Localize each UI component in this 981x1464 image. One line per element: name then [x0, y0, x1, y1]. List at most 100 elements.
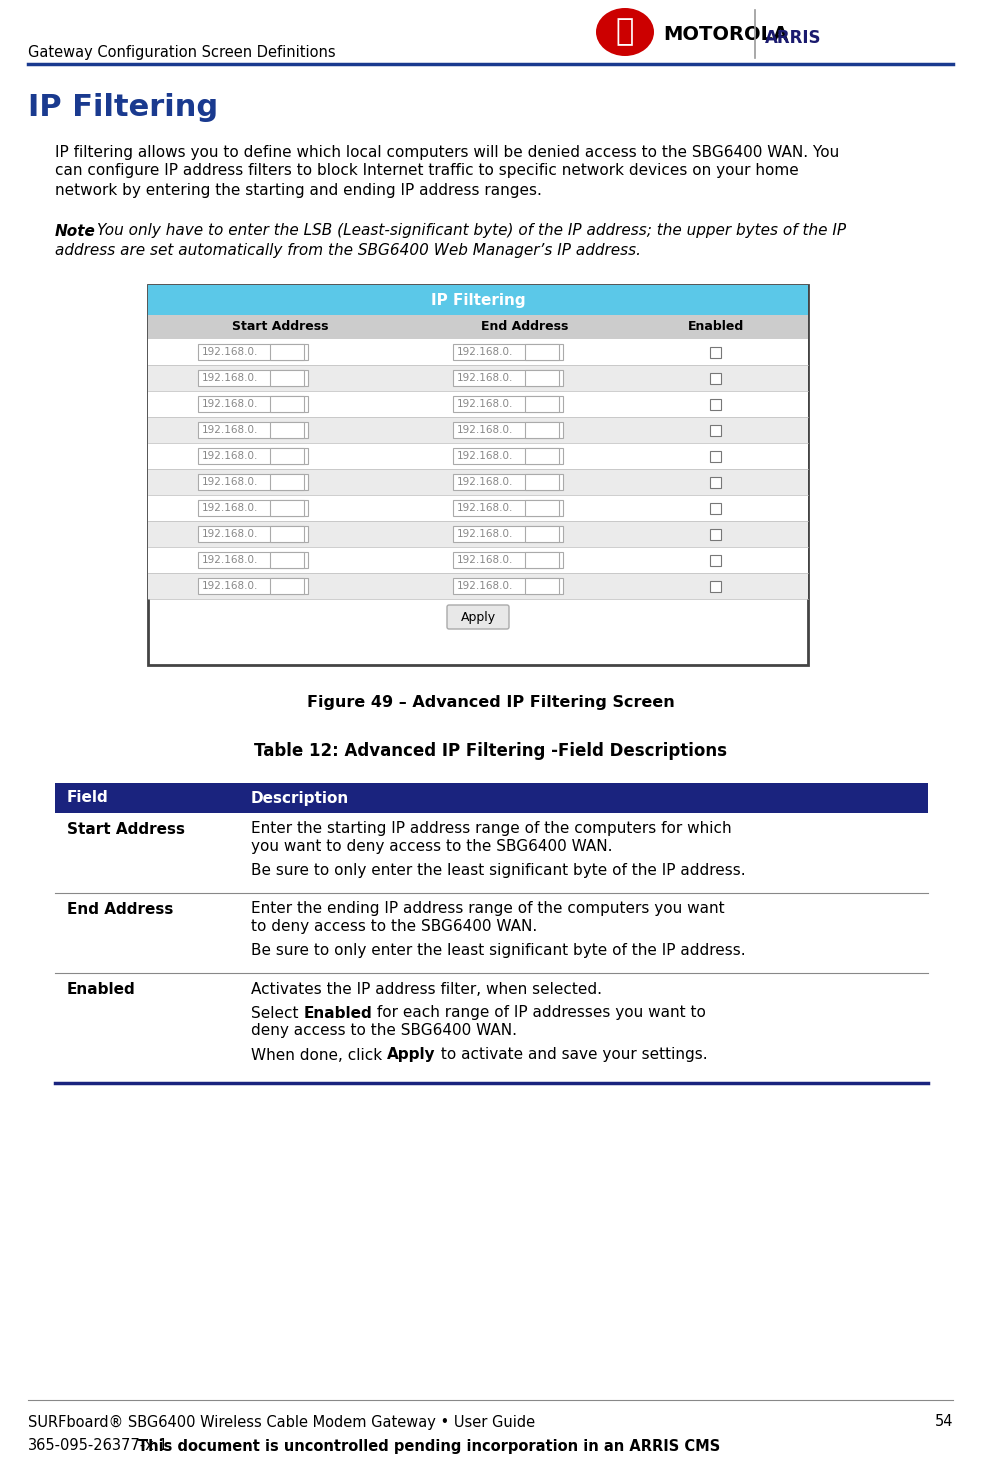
- Text: 192.168.0.: 192.168.0.: [457, 373, 513, 384]
- Text: 192.168.0.: 192.168.0.: [457, 529, 513, 539]
- Bar: [710, 425, 721, 435]
- Text: Be sure to only enter the least significant byte of the IP address.: Be sure to only enter the least signific…: [251, 864, 746, 878]
- Bar: [270, 501, 304, 515]
- Text: Field: Field: [67, 791, 109, 805]
- Bar: [148, 315, 808, 340]
- Bar: [148, 444, 808, 468]
- Bar: [270, 422, 304, 438]
- Bar: [198, 395, 308, 411]
- Bar: [710, 398, 721, 410]
- Bar: [198, 422, 308, 438]
- Text: Be sure to only enter the least significant byte of the IP address.: Be sure to only enter the least signific…: [251, 943, 746, 959]
- Bar: [525, 395, 559, 411]
- Bar: [453, 422, 563, 438]
- Bar: [198, 578, 308, 594]
- Bar: [148, 285, 808, 665]
- Bar: [710, 581, 721, 591]
- Bar: [55, 893, 928, 974]
- Bar: [453, 370, 563, 386]
- Text: Enter the starting IP address range of the computers for which: Enter the starting IP address range of t…: [251, 821, 732, 836]
- Bar: [148, 468, 808, 495]
- Text: 365-095-26377-x.1: 365-095-26377-x.1: [28, 1439, 169, 1454]
- Bar: [453, 474, 563, 490]
- Bar: [710, 347, 721, 357]
- Bar: [710, 529, 721, 540]
- Bar: [148, 340, 808, 365]
- Bar: [148, 285, 808, 315]
- Text: Enter the ending IP address range of the computers you want: Enter the ending IP address range of the…: [251, 902, 725, 916]
- FancyBboxPatch shape: [447, 605, 509, 630]
- Text: 192.168.0.: 192.168.0.: [457, 504, 513, 512]
- Text: 192.168.0.: 192.168.0.: [202, 373, 258, 384]
- Bar: [148, 495, 808, 521]
- Text: End Address: End Address: [481, 321, 568, 334]
- Bar: [525, 448, 559, 464]
- Bar: [270, 578, 304, 594]
- Bar: [148, 365, 808, 391]
- Text: network by entering the starting and ending IP address ranges.: network by entering the starting and end…: [55, 183, 542, 198]
- Bar: [710, 476, 721, 488]
- Text: Apply: Apply: [460, 610, 495, 624]
- Text: Enabled: Enabled: [688, 321, 744, 334]
- Text: Note: Note: [55, 224, 96, 239]
- Bar: [453, 578, 563, 594]
- Text: 192.168.0.: 192.168.0.: [457, 581, 513, 591]
- Bar: [710, 451, 721, 461]
- Bar: [55, 813, 928, 893]
- Text: 192.168.0.: 192.168.0.: [457, 451, 513, 461]
- Bar: [198, 552, 308, 568]
- Text: IP Filtering: IP Filtering: [431, 293, 525, 307]
- Text: 192.168.0.: 192.168.0.: [202, 529, 258, 539]
- Bar: [453, 552, 563, 568]
- Bar: [453, 344, 563, 360]
- Text: ARRIS: ARRIS: [765, 29, 821, 47]
- Bar: [525, 474, 559, 490]
- Text: 192.168.0.: 192.168.0.: [457, 347, 513, 357]
- Bar: [270, 370, 304, 386]
- Bar: [270, 552, 304, 568]
- Bar: [453, 448, 563, 464]
- Bar: [525, 344, 559, 360]
- Text: Apply: Apply: [387, 1048, 436, 1063]
- Text: Select: Select: [251, 1006, 303, 1020]
- Bar: [710, 372, 721, 384]
- Text: This document is uncontrolled pending incorporation in an ARRIS CMS: This document is uncontrolled pending in…: [138, 1439, 720, 1454]
- Bar: [710, 502, 721, 514]
- Bar: [270, 474, 304, 490]
- Text: SURFboard® SBG6400 Wireless Cable Modem Gateway • User Guide: SURFboard® SBG6400 Wireless Cable Modem …: [28, 1414, 535, 1429]
- Bar: [525, 578, 559, 594]
- Bar: [55, 974, 928, 1083]
- Bar: [198, 448, 308, 464]
- Text: 192.168.0.: 192.168.0.: [202, 400, 258, 408]
- Text: 192.168.0.: 192.168.0.: [202, 425, 258, 435]
- Text: Enabled: Enabled: [303, 1006, 372, 1020]
- Text: address are set automatically from the SBG6400 Web Manager’s IP address.: address are set automatically from the S…: [55, 243, 641, 258]
- Bar: [198, 526, 308, 542]
- Text: 192.168.0.: 192.168.0.: [457, 425, 513, 435]
- Text: Start Address: Start Address: [67, 821, 185, 836]
- Text: Table 12: Advanced IP Filtering -Field Descriptions: Table 12: Advanced IP Filtering -Field D…: [254, 742, 727, 760]
- Text: to deny access to the SBG6400 WAN.: to deny access to the SBG6400 WAN.: [251, 919, 538, 934]
- Text: IP filtering allows you to define which local computers will be denied access to: IP filtering allows you to define which …: [55, 145, 840, 160]
- Bar: [148, 417, 808, 444]
- Bar: [270, 526, 304, 542]
- Text: 192.168.0.: 192.168.0.: [202, 555, 258, 565]
- Bar: [198, 474, 308, 490]
- Bar: [148, 521, 808, 548]
- Bar: [198, 501, 308, 515]
- Text: 192.168.0.: 192.168.0.: [202, 451, 258, 461]
- Text: MOTOROLA: MOTOROLA: [663, 25, 788, 44]
- Text: IP Filtering: IP Filtering: [28, 94, 218, 123]
- Text: 54: 54: [935, 1414, 953, 1429]
- Text: Enabled: Enabled: [67, 981, 135, 997]
- Text: Description: Description: [251, 791, 349, 805]
- Text: 192.168.0.: 192.168.0.: [202, 581, 258, 591]
- Text: 192.168.0.: 192.168.0.: [457, 477, 513, 488]
- Ellipse shape: [596, 7, 654, 56]
- Bar: [525, 526, 559, 542]
- Text: 192.168.0.: 192.168.0.: [202, 504, 258, 512]
- Bar: [55, 783, 928, 813]
- Text: deny access to the SBG6400 WAN.: deny access to the SBG6400 WAN.: [251, 1023, 517, 1038]
- Text: can configure IP address filters to block Internet traffic to specific network d: can configure IP address filters to bloc…: [55, 164, 799, 179]
- Text: 192.168.0.: 192.168.0.: [457, 555, 513, 565]
